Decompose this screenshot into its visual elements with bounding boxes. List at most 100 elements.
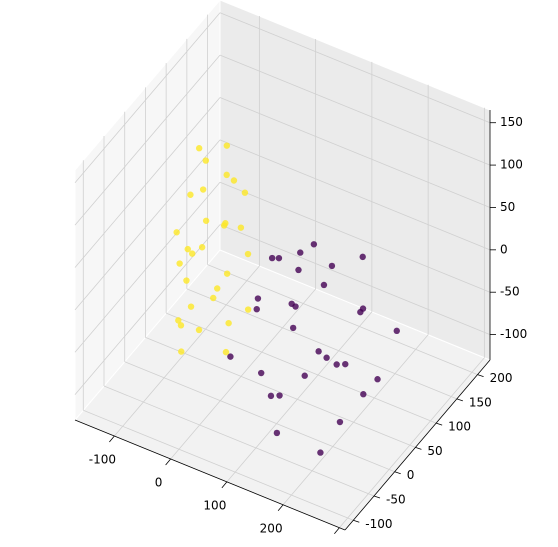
point: [320, 281, 328, 289]
grid-line: [207, 264, 478, 375]
grid-line: [74, 224, 221, 395]
tick-mark: [477, 374, 484, 377]
grid-line: [219, 54, 491, 166]
point: [273, 429, 281, 437]
point: [328, 262, 336, 270]
tick-mark: [165, 458, 171, 466]
tick-mark: [277, 504, 284, 512]
grid-line: [282, 334, 429, 506]
point: [225, 319, 232, 327]
point: [267, 392, 275, 400]
grid-line: [145, 337, 416, 448]
grid-line: [170, 288, 316, 460]
grid-line: [74, 97, 221, 268]
x-tick-label: 100: [203, 498, 226, 512]
z-tick-label: 100: [500, 158, 523, 172]
point: [289, 324, 297, 332]
grid-line: [339, 357, 485, 528]
point: [374, 376, 381, 383]
tick-mark: [109, 435, 115, 443]
point: [187, 303, 195, 310]
point: [295, 266, 302, 274]
point: [227, 353, 234, 360]
point: [310, 241, 318, 248]
y-tick-label: 50: [427, 444, 442, 458]
grid-line: [103, 385, 375, 497]
tick-mark: [415, 447, 422, 450]
point: [198, 244, 206, 251]
z-tick-label: 150: [500, 115, 523, 129]
y-tick-label: 200: [490, 371, 513, 385]
point: [202, 157, 210, 164]
point: [222, 348, 230, 356]
point: [301, 372, 308, 379]
point: [177, 322, 185, 329]
grid-line: [219, 12, 491, 124]
y-tick-label: -100: [365, 517, 392, 531]
y-tick-label: -50: [386, 493, 406, 507]
point: [268, 254, 276, 262]
grid-line: [219, 224, 491, 335]
grid-line: [219, 97, 491, 208]
z-tick-label: -50: [500, 285, 520, 299]
grid-line: [83, 409, 354, 521]
point: [195, 326, 203, 334]
point: [189, 250, 196, 257]
point: [323, 354, 330, 361]
grid-line: [186, 288, 458, 400]
point: [223, 171, 230, 179]
point: [254, 295, 262, 302]
point: [223, 270, 231, 277]
point: [253, 305, 260, 313]
point: [199, 186, 207, 193]
point: [230, 177, 238, 184]
point: [333, 361, 340, 368]
point: [359, 253, 366, 261]
tick-mark: [221, 481, 228, 489]
point: [315, 348, 322, 355]
point: [202, 217, 210, 224]
point: [275, 254, 283, 262]
point: [393, 327, 400, 335]
y-tick-label: 100: [448, 420, 471, 434]
y-tick-label: 0: [407, 468, 415, 482]
point: [214, 285, 221, 292]
point: [173, 229, 180, 236]
grid-line: [74, 54, 221, 226]
point: [223, 142, 231, 149]
point: [187, 191, 194, 198]
point: [178, 348, 185, 355]
z-tick-label: 50: [500, 200, 515, 214]
point: [241, 189, 249, 196]
point: [360, 391, 367, 398]
tick-mark: [353, 519, 360, 523]
point: [317, 449, 324, 456]
point: [276, 392, 283, 399]
tick-mark: [373, 495, 381, 499]
z-tick-label: 0: [500, 242, 508, 256]
point: [288, 300, 295, 307]
point: [336, 418, 344, 426]
point: [183, 277, 190, 284]
grid-line: [165, 312, 437, 424]
x-axis: [74, 419, 346, 531]
point: [222, 220, 229, 227]
y-axis: [344, 359, 491, 531]
tick-mark: [334, 527, 340, 534]
grid-line: [226, 311, 373, 483]
grid-line: [219, 139, 491, 251]
point: [244, 250, 252, 258]
point: [195, 145, 203, 152]
tick-mark: [436, 422, 443, 426]
x-tick-label: -100: [89, 453, 116, 467]
pane: [74, 0, 221, 422]
point: [176, 260, 183, 267]
grid-line: [74, 139, 221, 311]
grid-line: [74, 181, 221, 353]
point: [210, 294, 217, 302]
z-tick-label: -100: [500, 327, 527, 341]
point: [257, 369, 265, 377]
x-tick-label: 200: [260, 521, 283, 535]
point: [237, 224, 245, 231]
